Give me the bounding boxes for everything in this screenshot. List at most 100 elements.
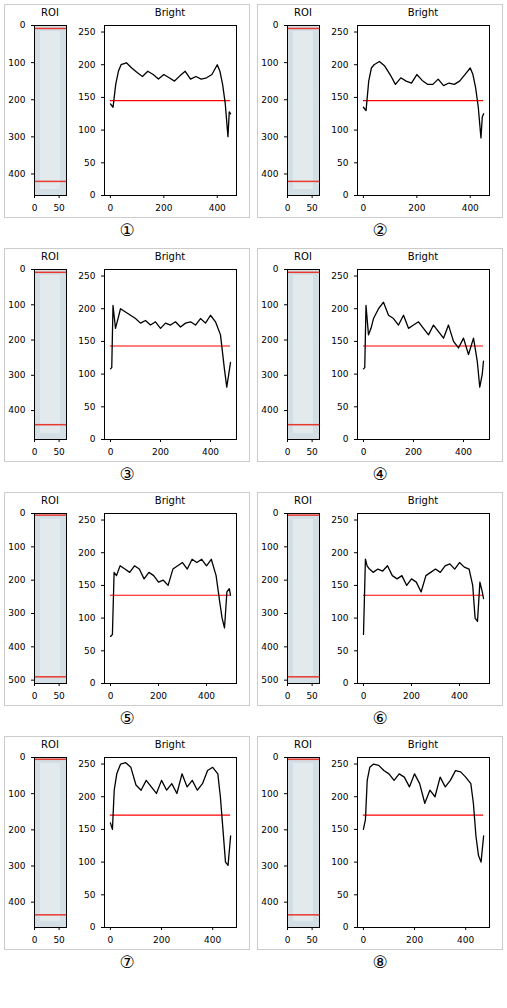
svg-text:100: 100 xyxy=(261,789,278,799)
svg-text:250: 250 xyxy=(78,515,95,525)
svg-text:0: 0 xyxy=(32,935,38,945)
svg-text:250: 250 xyxy=(78,271,95,281)
svg-text:50: 50 xyxy=(306,691,318,701)
svg-text:200: 200 xyxy=(331,792,348,802)
svg-text:400: 400 xyxy=(451,691,468,701)
svg-text:400: 400 xyxy=(261,405,278,415)
svg-text:0: 0 xyxy=(273,752,279,762)
svg-text:400: 400 xyxy=(261,897,278,907)
svg-text:100: 100 xyxy=(261,57,278,67)
svg-text:50: 50 xyxy=(337,646,349,656)
svg-text:150: 150 xyxy=(331,824,348,834)
svg-text:0: 0 xyxy=(108,447,114,457)
svg-text:0: 0 xyxy=(108,203,114,213)
svg-text:100: 100 xyxy=(261,542,278,552)
svg-text:150: 150 xyxy=(331,580,348,590)
svg-text:0: 0 xyxy=(361,447,367,457)
svg-text:0: 0 xyxy=(32,203,38,213)
svg-text:250: 250 xyxy=(331,27,348,37)
svg-text:400: 400 xyxy=(204,935,221,945)
svg-text:200: 200 xyxy=(8,575,25,585)
svg-text:200: 200 xyxy=(331,304,348,314)
svg-text:300: 300 xyxy=(8,370,25,380)
svg-text:500: 500 xyxy=(261,675,278,685)
svg-text:300: 300 xyxy=(261,370,278,380)
svg-text:50: 50 xyxy=(306,447,318,457)
svg-text:0: 0 xyxy=(361,203,367,213)
svg-text:50: 50 xyxy=(53,691,65,701)
svg-text:50: 50 xyxy=(53,935,65,945)
svg-text:400: 400 xyxy=(8,405,25,415)
svg-text:0: 0 xyxy=(273,264,279,274)
svg-text:50: 50 xyxy=(306,203,318,213)
svg-text:200: 200 xyxy=(261,575,278,585)
svg-text:0: 0 xyxy=(108,691,114,701)
svg-text:0: 0 xyxy=(343,922,349,932)
svg-text:200: 200 xyxy=(78,792,95,802)
svg-text:400: 400 xyxy=(8,169,25,179)
svg-text:300: 300 xyxy=(261,861,278,871)
svg-text:200: 200 xyxy=(261,825,278,835)
svg-text:50: 50 xyxy=(84,158,96,168)
svg-text:0: 0 xyxy=(285,447,291,457)
svg-text:200: 200 xyxy=(8,95,25,105)
svg-text:0: 0 xyxy=(361,691,367,701)
svg-text:0: 0 xyxy=(90,922,96,932)
svg-text:50: 50 xyxy=(337,158,349,168)
svg-text:200: 200 xyxy=(78,304,95,314)
svg-text:100: 100 xyxy=(8,57,25,67)
svg-text:200: 200 xyxy=(155,203,172,213)
svg-text:400: 400 xyxy=(198,691,215,701)
svg-text:0: 0 xyxy=(20,752,26,762)
svg-text:200: 200 xyxy=(152,447,169,457)
svg-text:200: 200 xyxy=(8,335,25,345)
svg-text:100: 100 xyxy=(331,857,348,867)
svg-text:0: 0 xyxy=(285,203,291,213)
svg-text:100: 100 xyxy=(8,300,25,310)
svg-text:500: 500 xyxy=(8,675,25,685)
svg-text:400: 400 xyxy=(209,203,226,213)
svg-text:100: 100 xyxy=(331,613,348,623)
svg-text:0: 0 xyxy=(273,20,279,30)
svg-text:100: 100 xyxy=(331,369,348,379)
svg-text:200: 200 xyxy=(408,203,425,213)
svg-text:300: 300 xyxy=(261,608,278,618)
svg-text:0: 0 xyxy=(20,508,26,518)
svg-text:0: 0 xyxy=(32,447,38,457)
svg-text:250: 250 xyxy=(331,515,348,525)
svg-text:200: 200 xyxy=(403,691,420,701)
svg-text:0: 0 xyxy=(90,678,96,688)
svg-text:50: 50 xyxy=(84,402,96,412)
svg-text:0: 0 xyxy=(361,935,367,945)
svg-text:0: 0 xyxy=(343,678,349,688)
svg-text:100: 100 xyxy=(78,613,95,623)
svg-text:150: 150 xyxy=(78,824,95,834)
svg-text:250: 250 xyxy=(331,759,348,769)
svg-text:200: 200 xyxy=(78,548,95,558)
svg-text:400: 400 xyxy=(261,169,278,179)
svg-text:100: 100 xyxy=(78,857,95,867)
svg-text:150: 150 xyxy=(331,336,348,346)
svg-text:400: 400 xyxy=(8,897,25,907)
svg-text:300: 300 xyxy=(8,132,25,142)
svg-text:400: 400 xyxy=(455,447,472,457)
svg-text:0: 0 xyxy=(90,434,96,444)
svg-text:250: 250 xyxy=(331,271,348,281)
svg-text:0: 0 xyxy=(20,20,26,30)
svg-text:150: 150 xyxy=(78,336,95,346)
svg-text:200: 200 xyxy=(78,60,95,70)
svg-text:0: 0 xyxy=(90,190,96,200)
svg-text:300: 300 xyxy=(261,132,278,142)
svg-text:100: 100 xyxy=(331,125,348,135)
svg-text:200: 200 xyxy=(261,95,278,105)
svg-text:0: 0 xyxy=(285,935,291,945)
svg-text:50: 50 xyxy=(337,890,349,900)
svg-text:200: 200 xyxy=(331,548,348,558)
svg-text:250: 250 xyxy=(78,759,95,769)
svg-text:400: 400 xyxy=(457,935,474,945)
svg-text:200: 200 xyxy=(331,60,348,70)
svg-text:50: 50 xyxy=(306,935,318,945)
svg-text:400: 400 xyxy=(261,642,278,652)
svg-text:400: 400 xyxy=(462,203,479,213)
svg-text:200: 200 xyxy=(153,935,170,945)
